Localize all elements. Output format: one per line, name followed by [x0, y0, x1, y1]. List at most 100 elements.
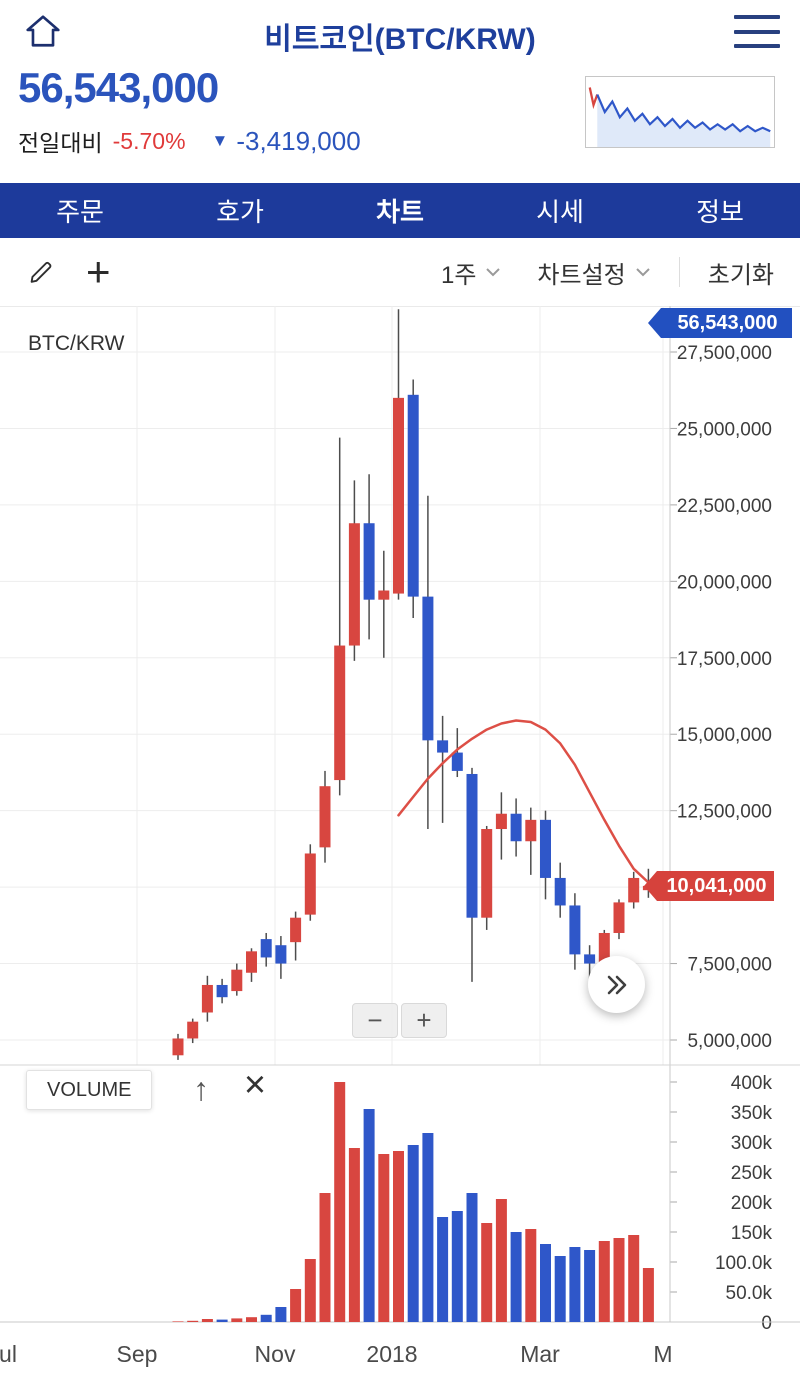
- volume-axis-label: 350k: [731, 1103, 773, 1124]
- zoom-out-button[interactable]: −: [352, 1003, 398, 1038]
- volume-axis-label: 0: [761, 1313, 772, 1334]
- volume-bar: [187, 1320, 199, 1322]
- chart-canvas[interactable]: 27,500,000 25,000,000 22,500,000 20,000,000…: [0, 306, 800, 1379]
- volume-bar: [246, 1317, 257, 1322]
- volume-bar: [201, 1319, 213, 1322]
- mini-chart-area: [597, 94, 771, 147]
- volume-bar: [437, 1217, 449, 1322]
- up-arrow-icon: ↑: [193, 1070, 209, 1107]
- volume-bar: [334, 1082, 346, 1322]
- chevron-down-icon: [636, 268, 650, 277]
- minus-icon: −: [367, 1005, 383, 1035]
- volume-bar: [422, 1133, 434, 1322]
- x-axis-label: M: [653, 1341, 672, 1367]
- volume-bar: [393, 1151, 404, 1322]
- tab-market[interactable]: 시세: [536, 197, 584, 227]
- volume-axis-label: 50.0k: [726, 1283, 773, 1304]
- candle-body: [510, 813, 522, 842]
- price-axis-label: 15,000,000: [677, 725, 772, 746]
- volume-axis-label: 250k: [731, 1163, 773, 1184]
- chevron-down-icon: [486, 268, 501, 277]
- candle-body: [172, 1038, 184, 1056]
- tab-chart[interactable]: 차트: [376, 197, 424, 227]
- mini-chart-line: [596, 94, 771, 133]
- price-axis-label: 27,500,000: [677, 343, 772, 364]
- volume-bar: [598, 1241, 610, 1322]
- volume-axis-label: 400k: [731, 1073, 773, 1094]
- current-price: 56,543,000: [18, 64, 219, 111]
- volume-bar: [481, 1223, 493, 1322]
- candle-body: [525, 819, 537, 842]
- change-amount: -3,419,000: [236, 125, 361, 156]
- volume-bar: [525, 1229, 537, 1322]
- home-button[interactable]: [20, 8, 66, 54]
- volume-bar: [216, 1319, 228, 1322]
- mini-chart: [585, 76, 775, 148]
- volume-bar: [495, 1199, 507, 1322]
- hamburger-bar: [734, 15, 780, 19]
- volume-bar: [378, 1154, 390, 1322]
- plus-icon: +: [416, 1005, 432, 1035]
- candle-body: [584, 954, 596, 964]
- candle-body: [319, 786, 331, 848]
- period-select[interactable]: 1주: [441, 255, 501, 290]
- fast-forward-button[interactable]: [588, 956, 645, 1013]
- tab-order[interactable]: 주문: [56, 197, 104, 227]
- price-axis-label: 7,500,000: [687, 955, 772, 976]
- volume-bar: [290, 1289, 302, 1322]
- volume-bar: [304, 1259, 316, 1322]
- toolbar-divider: [678, 257, 680, 287]
- candle-body: [363, 523, 375, 600]
- volume-bar: [451, 1211, 463, 1322]
- down-triangle-icon: ▼: [211, 131, 229, 150]
- candle-body: [422, 596, 434, 741]
- tab-orderbook[interactable]: 호가: [216, 197, 264, 227]
- change-label: 전일대비: [18, 130, 103, 156]
- volume-bar: [466, 1193, 478, 1322]
- close-volume-button[interactable]: ×: [234, 1064, 276, 1106]
- zoom-in-button[interactable]: +: [401, 1003, 447, 1038]
- price-axis-label: 17,500,000: [677, 649, 772, 670]
- price-axis-label: 12,500,000: [677, 802, 772, 823]
- candle-body: [334, 645, 346, 781]
- chart-toolbar: + 1주 차트설정 초기화: [0, 238, 800, 307]
- price-axis-label: 20,000,000: [677, 572, 772, 593]
- period-select-value: 1주: [440, 261, 477, 289]
- tab-info[interactable]: 정보: [696, 197, 744, 227]
- draw-tool-button[interactable]: [26, 257, 56, 287]
- volume-bar: [554, 1256, 566, 1322]
- candle-body: [628, 877, 640, 903]
- volume-label: VOLUME: [47, 1078, 132, 1101]
- price-change-row: 전일대비 -5.70% ▼ -3,419,000: [18, 124, 361, 158]
- volume-bar: [275, 1307, 287, 1322]
- hamburger-bar: [734, 29, 780, 34]
- volume-bar: [348, 1148, 360, 1322]
- last-value-tag: 10,041,000: [644, 871, 774, 901]
- candle-body: [407, 394, 419, 597]
- price-chart[interactable]: 27,500,000 25,000,000 22,500,000 20,000,000…: [0, 306, 800, 1379]
- candle-body: [437, 740, 449, 753]
- page-title: 비트코인(BTC/KRW): [264, 23, 536, 56]
- chart-settings-select[interactable]: 차트설정: [537, 255, 650, 290]
- volume-bar: [642, 1268, 654, 1322]
- candle-body: [466, 773, 478, 918]
- candle-body: [348, 523, 360, 646]
- volume-axis-label: 150k: [731, 1223, 773, 1244]
- candle-body: [216, 984, 228, 998]
- add-indicator-button[interactable]: +: [56, 251, 111, 293]
- volume-axis-label: 200k: [731, 1193, 773, 1214]
- reset-button[interactable]: 초기화: [707, 261, 774, 289]
- move-indicator-up-button[interactable]: ↑: [180, 1068, 222, 1110]
- volume-bar: [584, 1250, 596, 1322]
- candle-body: [540, 819, 551, 878]
- candle-body: [569, 905, 581, 955]
- volume-bar: [231, 1318, 243, 1322]
- candle-body: [378, 590, 390, 600]
- candle-body: [613, 902, 625, 933]
- candle-body: [393, 397, 404, 594]
- menu-button[interactable]: [734, 15, 780, 48]
- volume-bar: [363, 1109, 375, 1322]
- x-axis-label: Mar: [520, 1341, 560, 1367]
- change-percent: -5.70%: [112, 127, 186, 154]
